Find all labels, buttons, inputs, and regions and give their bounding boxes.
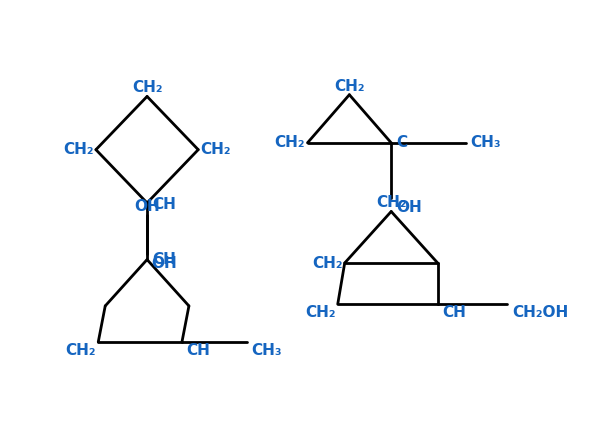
Text: CH₂OH: CH₂OH (512, 306, 568, 320)
Text: OH: OH (134, 199, 160, 214)
Text: C: C (396, 135, 407, 150)
Text: CH₃: CH₃ (252, 343, 283, 358)
Text: CH₂: CH₂ (334, 78, 365, 94)
Text: OH: OH (396, 200, 422, 215)
Text: CH₂: CH₂ (132, 80, 163, 95)
Text: CH₂: CH₂ (305, 306, 335, 320)
Text: CH₂: CH₂ (65, 343, 96, 358)
Text: CH: CH (152, 197, 176, 212)
Text: CH: CH (152, 252, 176, 267)
Text: CH₂: CH₂ (275, 135, 305, 150)
Text: OH: OH (151, 256, 176, 271)
Text: CH₂: CH₂ (376, 195, 406, 211)
Text: CH₃: CH₃ (470, 135, 501, 150)
Text: CH: CH (187, 343, 211, 358)
Text: CH: CH (442, 306, 466, 320)
Text: CH₂: CH₂ (63, 142, 94, 157)
Text: CH₂: CH₂ (312, 256, 343, 271)
Text: CH₂: CH₂ (200, 142, 231, 157)
